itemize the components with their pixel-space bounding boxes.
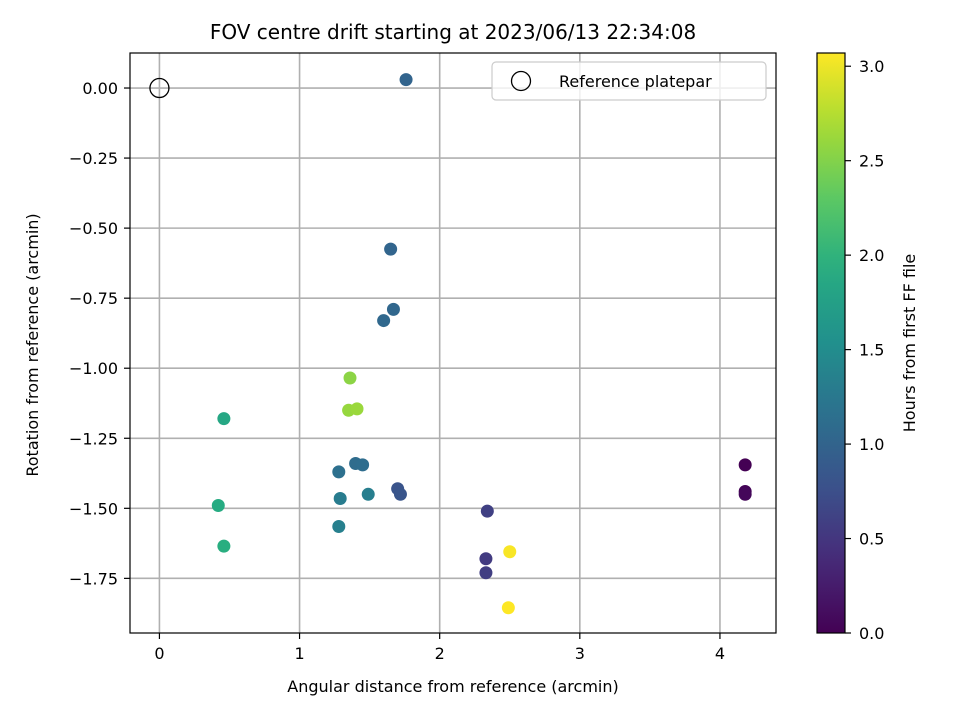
data-point (738, 487, 752, 501)
y-axis-ticks: 0.00 −0.25 −0.50 −0.75 −1.00 −1.25 −1.50 −1.75 (69, 79, 130, 588)
x-tick-label: 2 (435, 644, 445, 663)
colorbar-tick-label: 3.0 (859, 57, 884, 76)
data-point (393, 487, 407, 501)
data-point (217, 412, 231, 426)
data-point (480, 504, 494, 518)
data-point (501, 601, 515, 615)
x-axis-label: Angular distance from reference (arcmin) (287, 677, 618, 696)
data-point (332, 465, 346, 479)
colorbar-tick-label: 0.5 (859, 530, 884, 549)
data-point (343, 371, 357, 385)
data-point (503, 545, 517, 559)
data-points (211, 73, 752, 615)
reference-point (149, 77, 170, 99)
data-point (333, 492, 347, 506)
colorbar-gradient (817, 53, 845, 633)
y-tick-label: −0.50 (69, 219, 118, 238)
y-tick-label: −1.75 (69, 569, 118, 588)
grid-lines (130, 53, 776, 633)
colorbar-ticks: 0.0 0.5 1.0 1.5 2.0 2.5 3.0 (845, 57, 884, 643)
data-point (386, 302, 400, 316)
data-point (211, 499, 225, 513)
x-tick-label: 0 (154, 644, 164, 663)
y-tick-label: 0.00 (82, 79, 118, 98)
data-point (350, 402, 364, 416)
legend-box (491, 61, 767, 101)
data-point (356, 458, 370, 472)
legend-marker-reference (510, 70, 532, 92)
x-axis-ticks: 0 1 2 3 4 (154, 633, 725, 663)
y-tick-label: −1.50 (69, 499, 118, 518)
colorbar-frame (816, 52, 846, 634)
colorbar-tick-label: 2.5 (859, 152, 884, 171)
y-tick-label: −0.25 (69, 149, 118, 168)
colorbar: 0.0 0.5 1.0 1.5 2.0 2.5 3.0 Hours from first F… (816, 52, 919, 643)
data-point (377, 314, 391, 328)
colorbar-label: Hours from first FF file (900, 254, 919, 433)
colorbar-tick-label: 2.0 (859, 246, 884, 265)
plot-frame (129, 52, 777, 634)
chart-title: FOV centre drift starting at 2023/06/13 … (210, 20, 696, 44)
colorbar-tick-label: 1.5 (859, 341, 884, 360)
data-point (399, 73, 413, 87)
x-tick-label: 4 (715, 644, 725, 663)
legend: Reference platepar (491, 61, 767, 101)
x-tick-label: 3 (575, 644, 585, 663)
colorbar-tick-label: 1.0 (859, 435, 884, 454)
data-point (479, 552, 493, 566)
colorbar-tick-label: 0.0 (859, 624, 884, 643)
y-tick-label: −0.75 (69, 289, 118, 308)
data-point (332, 520, 346, 534)
reference-point-group (149, 77, 170, 99)
y-tick-label: −1.00 (69, 359, 118, 378)
data-point (217, 539, 231, 553)
x-tick-label: 1 (294, 644, 304, 663)
y-tick-label: −1.25 (69, 429, 118, 448)
data-point (479, 566, 493, 580)
data-point (361, 487, 375, 501)
legend-label-reference: Reference platepar (559, 72, 712, 91)
data-point (384, 242, 398, 256)
data-point (738, 458, 752, 472)
y-axis-label: Rotation from reference (arcmin) (23, 213, 42, 476)
